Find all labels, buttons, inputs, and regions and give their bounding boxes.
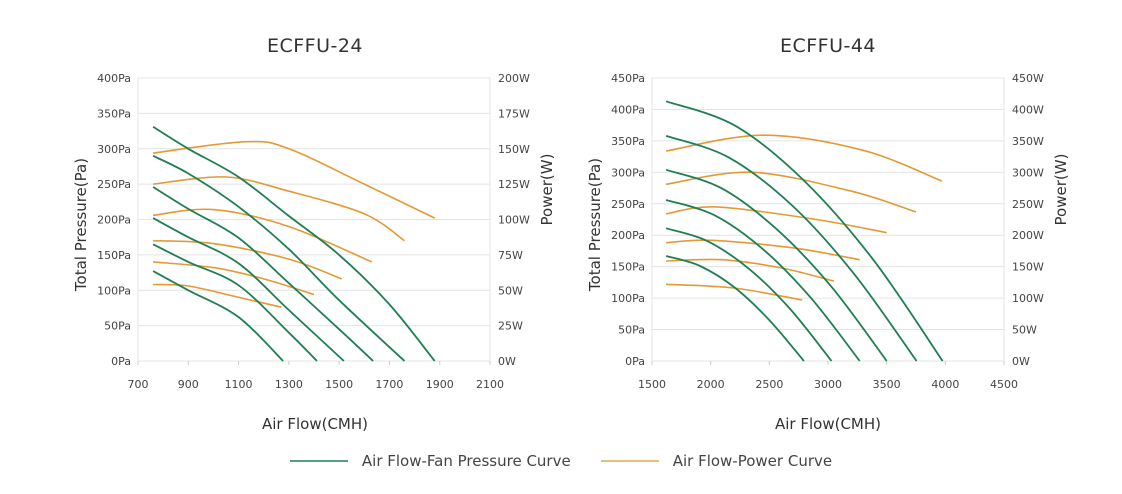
y-tick-label: 100Pa <box>611 292 645 305</box>
x-tick-label: 3000 <box>814 378 842 391</box>
y2-tick-label: 200W <box>1012 229 1044 242</box>
x-tick-label: 1300 <box>275 378 303 391</box>
pressure-curve-1 <box>665 100 944 362</box>
y-tick-label: 400Pa <box>611 103 645 116</box>
legend-swatch-power <box>600 460 659 462</box>
y2-tick-label: 50W <box>1012 324 1037 337</box>
y2-tick-label: 50W <box>498 284 523 297</box>
power-curve-5 <box>666 258 835 282</box>
x-tick-label: 4000 <box>931 378 959 391</box>
power-curve-3 <box>153 208 373 263</box>
y-tick-label: 400Pa <box>97 72 131 85</box>
x-tick-label: 4500 <box>990 378 1018 391</box>
legend-item-pressure: Air Flow-Fan Pressure Curve <box>289 452 571 470</box>
pressure-curve-6 <box>665 255 805 362</box>
y-axis-label: Total Pressure(Pa) <box>586 158 604 292</box>
y2-tick-label: 450W <box>1012 72 1044 85</box>
y-tick-label: 200Pa <box>97 214 131 227</box>
y-tick-label: 300Pa <box>611 166 645 179</box>
y2-tick-label: 25W <box>498 320 523 333</box>
y-tick-label: 450Pa <box>611 72 645 85</box>
power-curve-1 <box>153 140 436 219</box>
power-curve-6 <box>153 283 282 308</box>
y2-tick-label: 0W <box>1012 355 1030 368</box>
x-tick-label: 1100 <box>225 378 253 391</box>
x-tick-label: 1500 <box>638 378 666 391</box>
y2-tick-label: 175W <box>498 107 530 120</box>
power-curve-3 <box>665 206 887 234</box>
y2-tick-label: 200W <box>498 72 530 85</box>
x-tick-label: 2100 <box>476 378 504 391</box>
x-tick-label: 900 <box>178 378 199 391</box>
y2-axis-label: Power(W) <box>1052 154 1070 226</box>
y-axis-label: Total Pressure(Pa) <box>72 158 90 292</box>
pressure-curve-5 <box>665 227 833 362</box>
y2-tick-label: 300W <box>1012 166 1044 179</box>
legend-item-power: Air Flow-Power Curve <box>600 452 833 470</box>
power-curve-2 <box>665 171 917 213</box>
y2-tick-label: 350W <box>1012 135 1044 148</box>
x-tick-label: 1900 <box>426 378 454 391</box>
y-tick-label: 350Pa <box>97 107 131 120</box>
y2-axis-label: Power(W) <box>538 154 556 226</box>
x-axis-label: Air Flow(CMH) <box>775 415 881 433</box>
y2-tick-label: 125W <box>498 178 530 191</box>
x-tick-label: 1700 <box>375 378 403 391</box>
legend-label-power: Air Flow-Power Curve <box>672 452 833 470</box>
y-tick-label: 50Pa <box>104 320 131 333</box>
y-tick-label: 150Pa <box>97 249 131 262</box>
y-tick-label: 0Pa <box>111 355 131 368</box>
x-tick-label: 700 <box>128 378 149 391</box>
power-curve-4 <box>153 239 342 280</box>
power-curve-5 <box>153 261 315 296</box>
y2-tick-label: 250W <box>1012 198 1044 211</box>
y-tick-label: 0Pa <box>625 355 645 368</box>
y-tick-label: 250Pa <box>611 198 645 211</box>
y2-tick-label: 0W <box>498 355 516 368</box>
x-tick-label: 3500 <box>873 378 901 391</box>
chart-1: ECFFU-44 0Pa 0W 50Pa 50W 100Pa 100W 150Pa 150W 20… <box>586 35 1070 433</box>
y2-tick-label: 100W <box>498 214 530 227</box>
pressure-curve-5 <box>152 243 318 362</box>
pressure-curve-2 <box>665 135 918 362</box>
y-tick-label: 250Pa <box>97 178 131 191</box>
pressure-curve-1 <box>152 126 436 362</box>
legend: Air Flow-Fan Pressure Curve Air Flow-Pow… <box>0 452 1122 470</box>
power-curve-2 <box>153 176 405 242</box>
y2-tick-label: 150W <box>1012 261 1044 274</box>
chart-title: ECFFU-24 <box>267 35 363 57</box>
pressure-curve-2 <box>152 154 406 362</box>
x-tick-label: 2500 <box>755 378 783 391</box>
pressure-curve-4 <box>152 217 345 362</box>
y-tick-label: 150Pa <box>611 261 645 274</box>
y2-tick-label: 400W <box>1012 103 1044 116</box>
pressure-curve-3 <box>152 186 374 362</box>
legend-swatch-pressure <box>289 460 348 462</box>
x-tick-label: 2000 <box>697 378 725 391</box>
chart-title: ECFFU-44 <box>780 35 876 57</box>
pressure-curve-3 <box>665 168 888 362</box>
y2-tick-label: 150W <box>498 143 530 156</box>
y-tick-label: 50Pa <box>618 324 645 337</box>
y2-tick-label: 100W <box>1012 292 1044 305</box>
y2-tick-label: 75W <box>498 249 523 262</box>
y-tick-label: 100Pa <box>97 284 131 297</box>
y-tick-label: 200Pa <box>611 229 645 242</box>
power-curve-1 <box>665 134 943 182</box>
y-tick-label: 300Pa <box>97 143 131 156</box>
pressure-curve-4 <box>665 199 861 362</box>
y-tick-label: 350Pa <box>611 135 645 148</box>
x-axis-label: Air Flow(CMH) <box>262 415 368 433</box>
chart-0: ECFFU-24 0Pa 0W 50Pa 25W 100Pa 50W 150Pa 75W 200P… <box>72 35 556 433</box>
x-tick-label: 1500 <box>325 378 353 391</box>
pressure-curve-6 <box>152 270 284 362</box>
legend-label-pressure: Air Flow-Fan Pressure Curve <box>361 452 571 470</box>
